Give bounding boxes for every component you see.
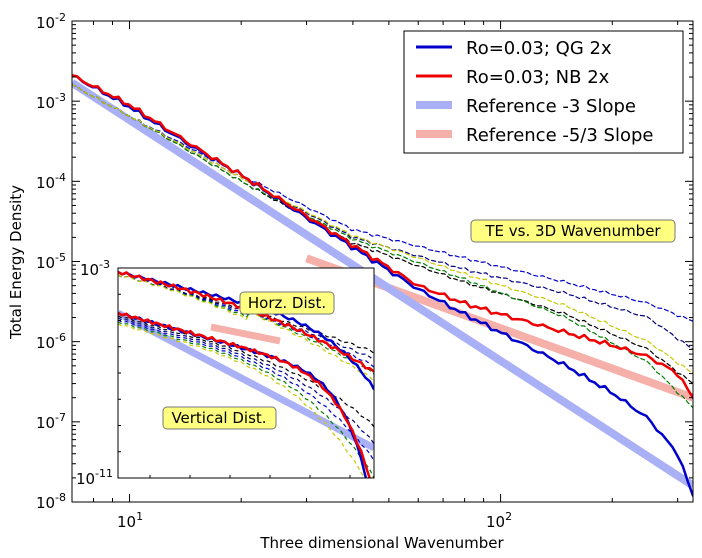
legend-label-ref3: Reference -3 Slope — [466, 96, 636, 117]
inset-vert-nb — [118, 311, 371, 478]
inset-horz-dash-4 — [118, 274, 374, 382]
inset-top-tick-label: 10-3 — [80, 258, 110, 279]
inset-vert-dash-4 — [118, 323, 366, 478]
svg-text:Vertical Dist.: Vertical Dist. — [171, 409, 266, 427]
inset-ticks — [118, 267, 351, 479]
svg-text:TE vs. 3D Wavenumber: TE vs. 3D Wavenumber — [484, 222, 661, 240]
inset-label-vertical: Vertical Dist. — [162, 406, 277, 430]
series-line-8 — [72, 84, 693, 375]
series-line-6 — [72, 84, 693, 322]
inset-vert-dash-2 — [118, 319, 374, 462]
x-axis-label: Three dimensional Wavenumber — [259, 534, 504, 552]
y-tick-label-5: 10-7 — [36, 411, 66, 432]
inset-series-layer — [118, 270, 374, 478]
annotation-te-vs-3d: TE vs. 3D Wavenumber — [470, 219, 676, 243]
series-line-7 — [72, 84, 693, 409]
inset-plot: 10-3 10-11 Horz. Dist. Vertical Dist. — [76, 258, 375, 488]
y-tick-label-0: 10-2 — [36, 11, 66, 32]
series-line-0 — [72, 74, 693, 497]
y-axis-label: Total Energy Density — [7, 185, 25, 340]
svg-text:Horz. Dist.: Horz. Dist. — [248, 294, 326, 312]
y-tick-label-2: 10-4 — [36, 171, 66, 192]
inset-vert-dash-0 — [118, 315, 374, 428]
x-tick-label-0: 101 — [117, 510, 143, 531]
inset-vert-dash-3 — [118, 321, 374, 478]
legend-label-qg: Ro=0.03; QG 2x — [466, 38, 612, 59]
y-tick-label-4: 10-6 — [36, 331, 66, 352]
y-tick-labels: 10-2 10-3 10-4 10-5 10-6 10-7 10-8 — [36, 11, 66, 512]
legend-label-nb: Ro=0.03; NB 2x — [466, 67, 610, 88]
series-line-2 — [72, 79, 693, 489]
series-line-1 — [72, 74, 693, 399]
x-tick-labels: 101 102 — [117, 510, 512, 531]
y-tick-label-6: 10-8 — [36, 491, 66, 512]
y-tick-label-3: 10-5 — [36, 251, 66, 272]
ticks-layer — [71, 20, 693, 503]
inset-bottom-tick-label: 10-11 — [76, 467, 113, 488]
inset-vert-dash-1 — [118, 317, 374, 445]
legend-label-ref53: Reference -5/3 Slope — [466, 125, 654, 146]
legend: Ro=0.03; QG 2x Ro=0.03; NB 2x Reference … — [403, 30, 684, 154]
x-tick-label-1: 102 — [486, 510, 512, 531]
inset-label-horz: Horz. Dist. — [239, 291, 335, 315]
y-tick-label-1: 10-3 — [36, 91, 66, 112]
inset-ref-53 — [210, 323, 281, 345]
